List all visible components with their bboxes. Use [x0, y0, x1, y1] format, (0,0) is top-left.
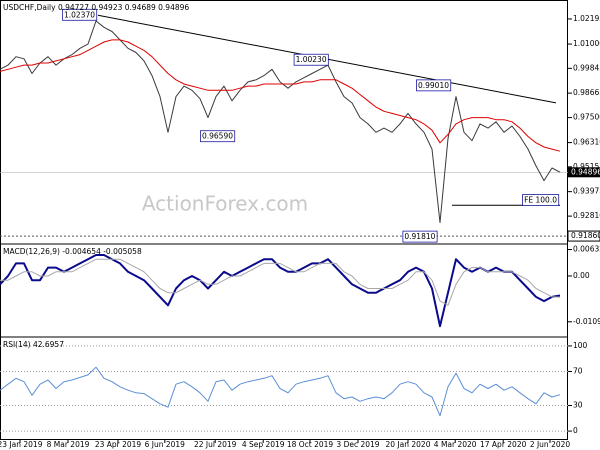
annotation-label: FE 100.0	[524, 196, 557, 205]
panel-title: RSI(14) 42.6957	[3, 340, 64, 349]
series-line	[0, 254, 561, 328]
series-line	[0, 39, 561, 152]
x-tick-label: 22 Jul 2019	[194, 440, 237, 449]
y-tick-label: 100	[573, 341, 588, 350]
y-tick-label: 0	[573, 426, 578, 435]
x-tick-label: 23 Jan 2019	[0, 440, 43, 449]
annotation-label: 0.96590	[202, 132, 233, 141]
y-tick-label: 0.95155	[573, 162, 600, 171]
x-tick-label: 6 Jun 2019	[145, 440, 186, 449]
x-tick-label: 4 Mar 2020	[434, 440, 477, 449]
watermark: ActionForex.com	[142, 192, 308, 216]
x-tick-label: 17 Apr 2020	[480, 440, 527, 449]
last-price-box	[568, 167, 600, 178]
annotation-box	[522, 194, 560, 206]
x-tick-label: 2 Jun 2020	[530, 440, 571, 449]
annotation-box	[402, 230, 438, 243]
x-tick-label: 4 Sep 2019	[242, 440, 285, 449]
x-tick-label: 20 Jan 2020	[386, 440, 431, 449]
x-tick-label: 23 Apr 2019	[95, 440, 142, 449]
y-tick-label: 0.98665	[573, 88, 600, 97]
y-tick-label: -0.010939	[573, 317, 600, 326]
x-tick-label: 3 Dec 2019	[336, 440, 379, 449]
annotation-label: 1.00230	[296, 55, 327, 64]
y-tick-label: 0.00	[573, 271, 590, 280]
annotation-label: 1.02370	[64, 10, 95, 19]
frame	[0, 0, 568, 440]
annotation-box	[200, 130, 236, 143]
level-box	[567, 230, 600, 242]
annotation-box	[293, 53, 329, 66]
panel-title: MACD(12,26,9) -0.004654 -0.005058	[3, 247, 142, 256]
series-line	[0, 366, 561, 417]
x-tick-label: 8 Mar 2019	[47, 440, 90, 449]
y-tick-label: 0.99845	[573, 63, 600, 72]
y-tick-label: 0.006321	[573, 245, 600, 254]
panel-title: USDCHF,Daily 0.94727 0.94923 0.94689 0.9…	[3, 3, 189, 12]
annotation-label: 0.99010	[418, 81, 449, 90]
annotation-label: 0.91810	[404, 232, 435, 241]
level-label: 0.91860	[571, 231, 600, 240]
x-tick-label: 18 Oct 2019	[287, 440, 334, 449]
y-tick-label: 70	[573, 366, 583, 375]
annotation-box	[416, 79, 452, 92]
series-line	[0, 20, 561, 224]
y-tick-label: 30	[573, 401, 583, 410]
annotation-box	[62, 8, 98, 21]
last-price-label: 0.94896	[571, 167, 600, 176]
y-tick-label: 0.93975	[573, 187, 600, 196]
series-line	[0, 258, 561, 306]
y-tick-label: 1.02195	[573, 14, 600, 23]
